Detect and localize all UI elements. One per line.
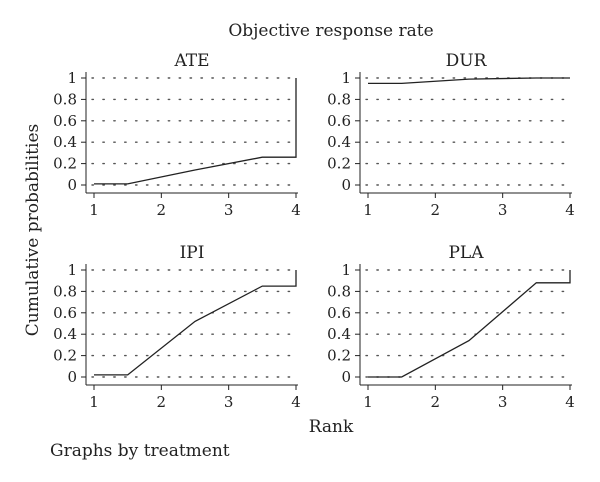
x-axis-label: Rank [309,417,354,437]
y-tick-label: 0 [67,368,77,386]
panel-title-dur: DUR [446,51,488,71]
x-tick-label: 4 [565,393,575,411]
y-tick-label: 0.6 [53,112,77,130]
chart-title: Objective response rate [228,21,433,41]
panel-title-pla: PLA [448,243,484,263]
panel-title-ate: ATE [173,51,209,71]
y-tick-label: 1 [67,69,77,87]
x-tick-label: 2 [157,201,167,219]
y-tick-label: 0.2 [327,347,351,365]
x-tick-label: 4 [565,201,575,219]
series-line-ate [94,78,297,185]
y-tick-label: 0 [67,176,77,194]
y-tick-label: 0.6 [327,112,351,130]
y-tick-label: 0.2 [53,155,77,173]
x-tick-label: 1 [89,201,99,219]
footnote: Graphs by treatment [50,441,230,461]
y-tick-label: 0.6 [327,304,351,322]
x-tick-label: 3 [224,201,234,219]
x-tick-label: 2 [157,393,167,411]
y-tick-label: 1 [341,261,351,279]
y-tick-label: 0.6 [53,304,77,322]
y-tick-label: 0 [341,368,351,386]
panels-group: ATE 0 0.2 0.4 0.6 0.8 1 1 2 3 4 DUR 0 0.2 0.4 0.6 0.8 1 1 2… [53,51,575,411]
panel-dur: DUR 0 0.2 0.4 0.6 0.8 1 1 2 3 4 [327,51,575,219]
y-tick-label: 0.4 [53,325,77,343]
x-tick-label: 2 [431,393,441,411]
y-axis-label: Cumulative probabilities [23,124,43,336]
y-tick-label: 0.2 [327,155,351,173]
y-tick-label: 0.8 [327,282,351,300]
panel-pla: PLA 0 0.2 0.4 0.6 0.8 1 1 2 3 4 [327,243,575,411]
x-tick-label: 3 [498,201,508,219]
y-tick-label: 1 [341,69,351,87]
x-tick-label: 3 [498,393,508,411]
y-tick-label: 0.2 [53,347,77,365]
x-tick-label: 4 [291,393,301,411]
x-tick-label: 1 [363,393,373,411]
y-tick-label: 0.4 [327,325,351,343]
panel-title-ipi: IPI [180,243,205,263]
panel-ate: ATE 0 0.2 0.4 0.6 0.8 1 1 2 3 4 [53,51,301,219]
x-tick-label: 4 [291,201,301,219]
y-tick-label: 1 [67,261,77,279]
x-tick-label: 2 [431,201,441,219]
y-tick-label: 0.8 [53,282,77,300]
y-tick-label: 0.8 [327,90,351,108]
x-tick-label: 1 [89,393,99,411]
x-tick-label: 1 [363,201,373,219]
y-tick-label: 0.4 [53,133,77,151]
y-tick-label: 0.4 [327,133,351,151]
x-tick-label: 3 [224,393,234,411]
y-tick-label: 0.8 [53,90,77,108]
series-line-dur [368,77,570,85]
series-line-pla [368,270,571,378]
y-tick-label: 0 [341,176,351,194]
series-line-ipi [94,270,297,376]
panel-ipi: IPI 0 0.2 0.4 0.6 0.8 1 1 2 3 4 [53,243,301,411]
